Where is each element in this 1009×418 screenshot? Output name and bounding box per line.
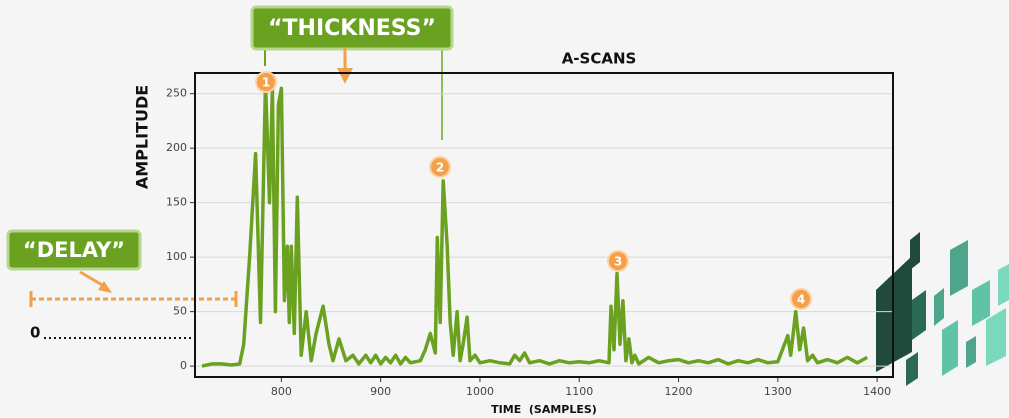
signal-line — [201, 81, 869, 368]
plot-frame — [194, 72, 894, 378]
y-tick-label: 50 — [173, 305, 187, 318]
x-tick-label: 800 — [271, 385, 292, 398]
delay-label: “DELAY” — [23, 238, 125, 262]
x-tick-label: 1200 — [665, 385, 693, 398]
peak-label: 3 — [614, 255, 622, 269]
y-axis-label: AMPLITUDE — [133, 85, 152, 189]
peak-label: 2 — [436, 161, 444, 175]
x-axis-label: TIME (SAMPLES) — [491, 403, 597, 416]
peak-marker — [790, 288, 812, 310]
thickness-label: “THICKNESS” — [268, 16, 436, 41]
peak-marker — [607, 250, 629, 272]
peak-marker — [255, 71, 277, 93]
decoration — [876, 232, 1009, 386]
x-tick-label: 1300 — [764, 385, 792, 398]
peak-label: 4 — [797, 293, 805, 307]
x-tick-label: 900 — [370, 385, 391, 398]
y-tick-label: 200 — [166, 141, 187, 154]
y-tick-label: 150 — [166, 196, 187, 209]
chart-title: A-SCANS — [562, 50, 637, 68]
arrow-head — [337, 68, 353, 84]
zero-label: 0 — [30, 324, 40, 342]
y-tick-label: 100 — [166, 250, 187, 263]
y-tick-label: 250 — [166, 87, 187, 100]
thickness-box — [250, 5, 454, 51]
arrow-head — [98, 281, 112, 293]
x-tick-label: 1100 — [565, 385, 593, 398]
delay-box — [6, 229, 142, 271]
y-tick-label: 0 — [180, 359, 187, 372]
arrow — [79, 270, 105, 288]
peak-marker — [429, 156, 451, 178]
x-tick-label: 1400 — [863, 385, 891, 398]
x-tick-label: 1000 — [466, 385, 494, 398]
peak-label: 1 — [262, 76, 270, 90]
